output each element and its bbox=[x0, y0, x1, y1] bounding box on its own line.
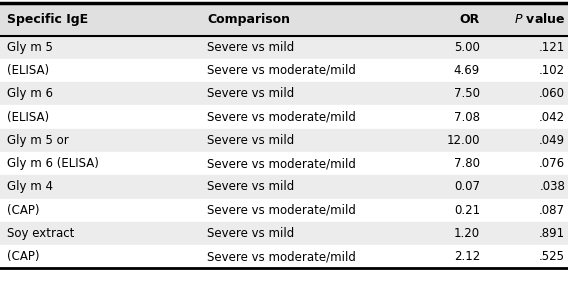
Text: Severe vs moderate/mild: Severe vs moderate/mild bbox=[207, 250, 356, 263]
Text: .121: .121 bbox=[539, 41, 565, 54]
Text: 5.00: 5.00 bbox=[454, 41, 480, 54]
Text: Specific IgE: Specific IgE bbox=[7, 13, 88, 26]
Text: (ELISA): (ELISA) bbox=[7, 64, 49, 77]
Text: (ELISA): (ELISA) bbox=[7, 110, 49, 124]
Text: Severe vs moderate/mild: Severe vs moderate/mild bbox=[207, 157, 356, 170]
Text: .102: .102 bbox=[539, 64, 565, 77]
Bar bbox=[0, 129, 568, 152]
Text: (CAP): (CAP) bbox=[7, 250, 39, 263]
Bar bbox=[0, 199, 568, 222]
Text: .038: .038 bbox=[539, 180, 565, 193]
Text: Severe vs mild: Severe vs mild bbox=[207, 180, 295, 193]
Text: .042: .042 bbox=[539, 110, 565, 124]
Text: .060: .060 bbox=[539, 87, 565, 100]
Text: 12.00: 12.00 bbox=[446, 134, 480, 147]
Text: OR: OR bbox=[460, 13, 480, 26]
Text: Gly m 6 (ELISA): Gly m 6 (ELISA) bbox=[7, 157, 99, 170]
Bar bbox=[0, 152, 568, 175]
Bar bbox=[0, 175, 568, 199]
Text: (CAP): (CAP) bbox=[7, 204, 39, 217]
Bar bbox=[0, 105, 568, 129]
Bar bbox=[0, 82, 568, 105]
Text: Gly m 4: Gly m 4 bbox=[7, 180, 53, 193]
Text: .049: .049 bbox=[539, 134, 565, 147]
Bar bbox=[0, 59, 568, 82]
Text: .525: .525 bbox=[539, 250, 565, 263]
Text: Gly m 5 or: Gly m 5 or bbox=[7, 134, 69, 147]
Text: Soy extract: Soy extract bbox=[7, 227, 74, 240]
Text: Severe vs mild: Severe vs mild bbox=[207, 134, 295, 147]
Text: 7.50: 7.50 bbox=[454, 87, 480, 100]
Text: 7.80: 7.80 bbox=[454, 157, 480, 170]
Text: Gly m 5: Gly m 5 bbox=[7, 41, 53, 54]
Text: 0.07: 0.07 bbox=[454, 180, 480, 193]
Bar bbox=[0, 3, 568, 36]
Text: .891: .891 bbox=[539, 227, 565, 240]
Text: Severe vs moderate/mild: Severe vs moderate/mild bbox=[207, 64, 356, 77]
Text: Severe vs mild: Severe vs mild bbox=[207, 87, 295, 100]
Text: .076: .076 bbox=[539, 157, 565, 170]
Text: Comparison: Comparison bbox=[207, 13, 290, 26]
Bar bbox=[0, 36, 568, 59]
Text: Severe vs mild: Severe vs mild bbox=[207, 227, 295, 240]
Text: 0.21: 0.21 bbox=[454, 204, 480, 217]
Text: 2.12: 2.12 bbox=[454, 250, 480, 263]
Text: Severe vs moderate/mild: Severe vs moderate/mild bbox=[207, 204, 356, 217]
Text: 4.69: 4.69 bbox=[454, 64, 480, 77]
Bar bbox=[0, 245, 568, 268]
Text: .087: .087 bbox=[539, 204, 565, 217]
Bar bbox=[0, 222, 568, 245]
Text: 1.20: 1.20 bbox=[454, 227, 480, 240]
Text: Severe vs mild: Severe vs mild bbox=[207, 41, 295, 54]
Text: 7.08: 7.08 bbox=[454, 110, 480, 124]
Text: Gly m 6: Gly m 6 bbox=[7, 87, 53, 100]
Text: Severe vs moderate/mild: Severe vs moderate/mild bbox=[207, 110, 356, 124]
Text: $\mathit{P}$ value: $\mathit{P}$ value bbox=[513, 12, 565, 26]
